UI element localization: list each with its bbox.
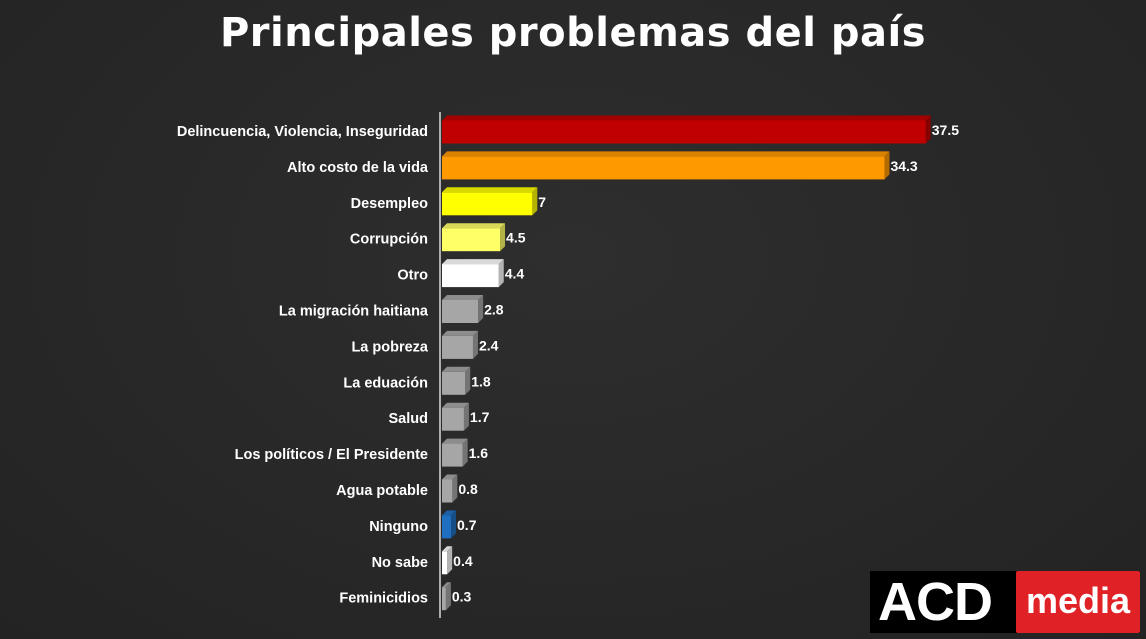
bar <box>442 156 885 180</box>
bar-side <box>498 259 504 288</box>
bar <box>442 371 466 395</box>
bar <box>442 228 501 252</box>
bar-top <box>442 330 478 336</box>
bar-side <box>884 151 890 180</box>
bar-side <box>452 474 458 503</box>
data-label: 0.4 <box>453 553 473 569</box>
category-label: La migración haitiana <box>279 304 429 320</box>
category-label: Ninguno <box>369 519 428 535</box>
category-label: No sabe <box>372 555 428 571</box>
bar-side <box>463 402 469 431</box>
bar <box>442 335 473 359</box>
bar <box>442 300 479 323</box>
data-label: 0.8 <box>458 481 478 497</box>
logo-acd: ACD <box>878 572 993 632</box>
data-label: 1.6 <box>469 445 489 461</box>
category-label: La eduación <box>343 375 428 391</box>
acd-media-logo: ACD media <box>870 571 1140 633</box>
bar <box>442 587 446 611</box>
bar-top <box>442 295 484 300</box>
bar-side <box>447 546 453 575</box>
bar-side <box>445 582 451 611</box>
bar <box>442 264 499 288</box>
bar-top <box>442 438 468 444</box>
bar-side <box>462 438 468 467</box>
bar-side <box>472 330 478 359</box>
data-label: 37.5 <box>932 122 959 138</box>
bar-side <box>451 510 457 539</box>
bar <box>442 407 464 431</box>
bar <box>442 515 452 539</box>
bar-top <box>442 151 890 157</box>
data-label: 0.3 <box>452 589 472 605</box>
data-label: 34.3 <box>890 158 917 174</box>
category-label: Los políticos / El Presidente <box>235 447 428 463</box>
bar <box>442 551 448 575</box>
data-label: 0.7 <box>457 517 477 533</box>
bar-side <box>532 187 538 216</box>
category-label: Desempleo <box>351 196 429 212</box>
data-label: 4.5 <box>506 230 526 246</box>
bar-top <box>442 510 457 516</box>
data-label: 4.4 <box>505 266 525 282</box>
bar <box>442 120 926 144</box>
chart-title: Principales problemas del país <box>219 10 927 56</box>
bar <box>442 192 533 216</box>
bar-side <box>478 295 484 323</box>
logo-media: media <box>1016 571 1140 633</box>
bar-top <box>442 223 506 229</box>
category-label: Otro <box>397 268 428 284</box>
data-label: 2.4 <box>479 337 499 353</box>
bar-top <box>442 366 471 372</box>
category-label: Delincuencia, Violencia, Inseguridad <box>177 124 428 140</box>
category-label: Agua potable <box>336 483 428 499</box>
bar-top <box>442 115 931 121</box>
bar-side <box>500 223 506 252</box>
bar-top <box>442 259 504 265</box>
category-label: Corrupción <box>350 232 428 248</box>
bar-top <box>442 582 451 588</box>
data-label: 7 <box>538 194 546 210</box>
category-label: La pobreza <box>351 339 428 355</box>
category-label: Salud <box>389 411 428 427</box>
bar <box>442 443 463 467</box>
data-label: 2.8 <box>484 302 504 318</box>
category-label: Feminicidios <box>339 591 428 607</box>
data-label: 1.8 <box>471 373 491 389</box>
bar-top <box>442 474 458 480</box>
bar-top <box>442 402 469 408</box>
bar <box>442 479 453 503</box>
bar-top <box>442 546 453 552</box>
data-label: 1.7 <box>470 409 490 425</box>
category-label: Alto costo de la vida <box>287 160 429 176</box>
bar-side <box>925 115 931 144</box>
bar-side <box>465 366 471 395</box>
bar-top <box>442 187 538 193</box>
